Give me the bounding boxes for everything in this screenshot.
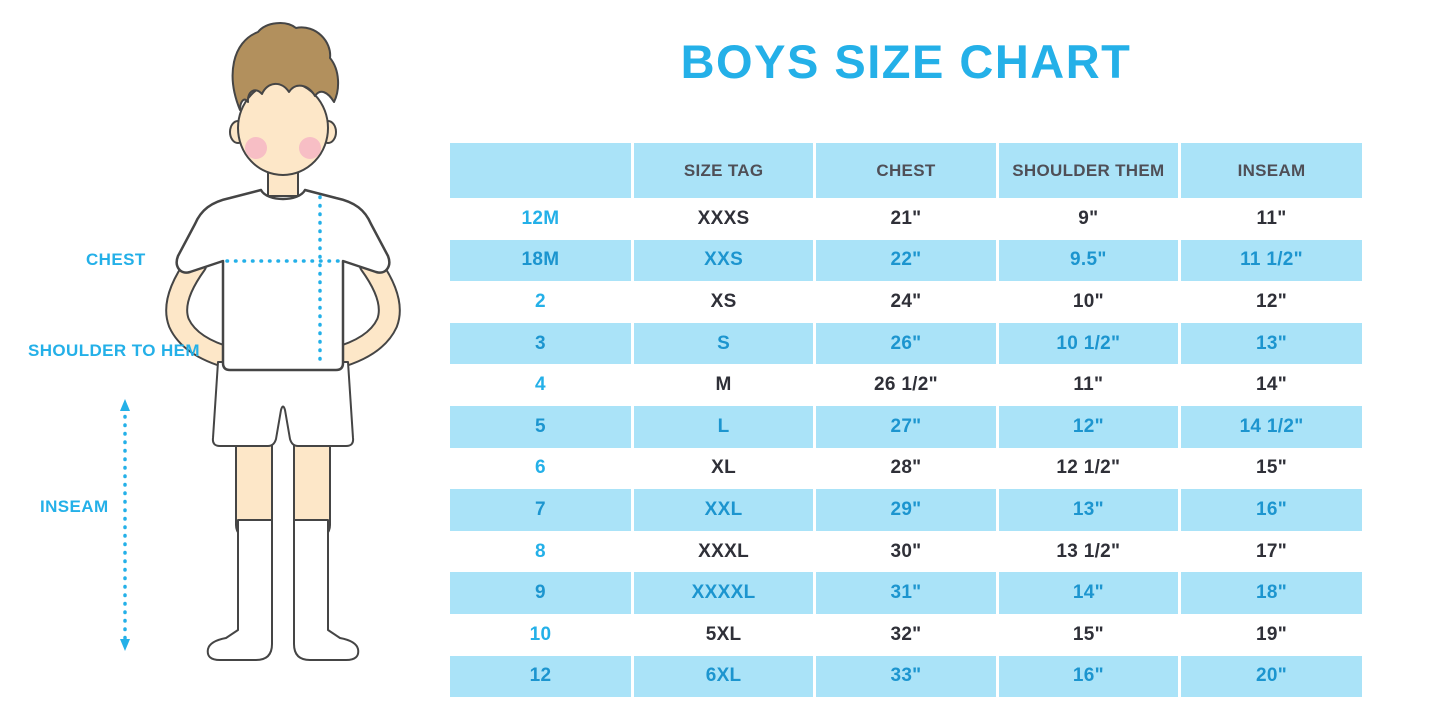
size-cell: 4 bbox=[535, 374, 546, 396]
size-cell: 12 bbox=[450, 655, 633, 698]
value-cell: XXXXL bbox=[630, 572, 815, 614]
table-row: 8 XXXL 30" 13 1/2" 17" bbox=[450, 530, 1362, 573]
col-header-inseam: INSEAM bbox=[1178, 143, 1362, 198]
boy-blush-left bbox=[245, 137, 267, 159]
header-row: SIZE TAG CHEST SHOULDER THEM INSEAM bbox=[450, 143, 1362, 198]
value-cell: 9" bbox=[995, 198, 1180, 240]
value-cell: L bbox=[630, 405, 815, 448]
table-row: 12M XXXS 21" 9" 11" bbox=[450, 198, 1362, 240]
value-cell: 17" bbox=[1178, 530, 1362, 573]
value-cell: 14" bbox=[995, 572, 1180, 614]
value-cell: 16" bbox=[995, 655, 1180, 698]
value-cell: 15" bbox=[995, 613, 1180, 656]
boy-shorts bbox=[211, 361, 355, 447]
value-cell: 12 1/2" bbox=[995, 447, 1180, 490]
value-cell: 11 1/2" bbox=[1178, 239, 1362, 282]
table-row: 9 XXXXL 31" 14" 18" bbox=[450, 572, 1362, 614]
size-table-body: 12M XXXS 21" 9" 11" 18M XXS 22" 9.5" 11 1/2" 2 XS 24… bbox=[450, 198, 1362, 698]
chest-label: CHEST bbox=[86, 250, 146, 269]
value-cell: 13" bbox=[1178, 322, 1362, 365]
value-cell: 20" bbox=[1178, 655, 1362, 698]
boy-blush-right bbox=[299, 137, 321, 159]
inseam-arrow-top-icon bbox=[120, 399, 130, 411]
size-cell: 5 bbox=[450, 405, 633, 448]
value-cell: 32" bbox=[813, 613, 998, 656]
value-cell: 33" bbox=[813, 655, 998, 698]
col-header-size-tag: SIZE TAG bbox=[630, 143, 815, 198]
size-cell: 12M bbox=[521, 207, 560, 229]
value-cell: 11" bbox=[1178, 198, 1362, 240]
size-cell: 7 bbox=[450, 489, 633, 531]
value-cell: 10" bbox=[995, 281, 1180, 323]
value-cell: XXXL bbox=[630, 530, 815, 573]
table-row: 18M XXS 22" 9.5" 11 1/2" bbox=[450, 239, 1362, 282]
value-cell: 13 1/2" bbox=[995, 530, 1180, 573]
boy-arm-right bbox=[326, 254, 399, 368]
value-cell: 13" bbox=[995, 489, 1180, 531]
value-cell: 12" bbox=[1178, 281, 1362, 323]
size-cell: 18M bbox=[450, 239, 633, 282]
size-table: SIZE TAG CHEST SHOULDER THEM INSEAM 12M XXXS… bbox=[450, 143, 1362, 698]
table-row: 4 M 26 1/2" 11" 14" bbox=[450, 364, 1362, 406]
value-cell: 5XL bbox=[630, 613, 815, 656]
table-row: 2 XS 24" 10" 12" bbox=[450, 281, 1362, 323]
value-cell: M bbox=[630, 364, 815, 406]
table-row: 6 XL 28" 12 1/2" 15" bbox=[450, 447, 1362, 490]
value-cell: 26 1/2" bbox=[813, 364, 998, 406]
boy-arm-left bbox=[167, 254, 240, 368]
size-table-header: SIZE TAG CHEST SHOULDER THEM INSEAM bbox=[450, 143, 1362, 198]
size-cell: 8 bbox=[535, 540, 546, 562]
value-cell: XXL bbox=[630, 489, 815, 531]
size-cell: 2 bbox=[535, 290, 546, 312]
value-cell: 19" bbox=[1178, 613, 1362, 656]
size-cell: 6 bbox=[535, 457, 546, 479]
table-row: 5 L 27" 12" 14 1/2" bbox=[450, 405, 1362, 448]
boy-illustration: CHEST SHOULDER TO HEM INSEAM bbox=[0, 0, 450, 723]
value-cell: 28" bbox=[813, 447, 998, 490]
value-cell: XS bbox=[630, 281, 815, 323]
value-cell: 11" bbox=[995, 364, 1180, 406]
size-cell: 9 bbox=[450, 572, 633, 614]
table-row: 3 S 26" 10 1/2" 13" bbox=[450, 322, 1362, 365]
inseam-label: INSEAM bbox=[40, 497, 109, 516]
table-row: 10 5XL 32" 15" 19" bbox=[450, 613, 1362, 656]
boy-figure-drawing bbox=[120, 22, 401, 661]
value-cell: 18" bbox=[1178, 572, 1362, 614]
boy-sock-right bbox=[293, 519, 360, 661]
value-cell: 31" bbox=[813, 572, 998, 614]
boy-hair bbox=[231, 22, 340, 111]
value-cell: 29" bbox=[813, 489, 998, 531]
value-cell: 12" bbox=[995, 405, 1180, 448]
value-cell: XXXS bbox=[630, 198, 815, 240]
value-cell: 30" bbox=[813, 530, 998, 573]
inseam-arrow-bottom-icon bbox=[120, 639, 130, 651]
value-cell: 22" bbox=[813, 239, 998, 282]
value-cell: 27" bbox=[813, 405, 998, 448]
value-cell: 15" bbox=[1178, 447, 1362, 490]
value-cell: 6XL bbox=[630, 655, 815, 698]
value-cell: 9.5" bbox=[995, 239, 1180, 282]
value-cell: XL bbox=[630, 447, 815, 490]
shoulder-to-hem-label: SHOULDER TO HEM bbox=[28, 341, 200, 360]
value-cell: XXS bbox=[630, 239, 815, 282]
table-row: 12 6XL 33" 16" 20" bbox=[450, 655, 1362, 698]
table-row: 7 XXL 29" 13" 16" bbox=[450, 489, 1362, 531]
col-header-shoulder-them: SHOULDER THEM bbox=[995, 143, 1180, 198]
boy-sock-left bbox=[206, 519, 273, 661]
value-cell: 14" bbox=[1178, 364, 1362, 406]
col-header-size bbox=[450, 143, 633, 198]
page-title: BOYS SIZE CHART bbox=[680, 35, 1132, 88]
size-cell: 10 bbox=[529, 623, 552, 645]
value-cell: 24" bbox=[813, 281, 998, 323]
value-cell: 26" bbox=[813, 322, 998, 365]
boy-tshirt bbox=[175, 188, 391, 372]
value-cell: S bbox=[630, 322, 815, 365]
value-cell: 14 1/2" bbox=[1178, 405, 1362, 448]
value-cell: 21" bbox=[813, 198, 998, 240]
value-cell: 16" bbox=[1178, 489, 1362, 531]
size-cell: 3 bbox=[450, 322, 633, 365]
col-header-chest: CHEST bbox=[813, 143, 998, 198]
value-cell: 10 1/2" bbox=[995, 322, 1180, 365]
